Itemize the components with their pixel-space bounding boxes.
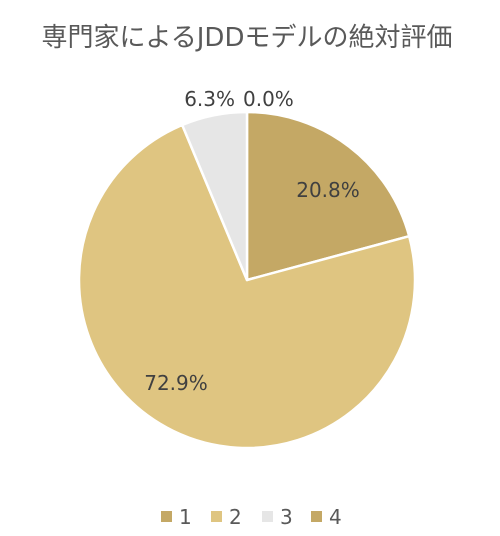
legend-swatch-2 [211, 511, 222, 522]
legend-swatch-3 [262, 511, 273, 522]
legend-label-1: 1 [179, 505, 192, 529]
legend-label-2: 2 [229, 505, 242, 529]
legend-swatch-4 [311, 511, 322, 522]
data-label-3: 6.3% [184, 87, 235, 111]
data-label-4: 0.0% [243, 87, 294, 111]
data-labels: 20.8% 72.9% 6.3% 0.0% [144, 87, 360, 395]
legend-swatch-1 [161, 511, 172, 522]
legend-label-3: 3 [280, 505, 293, 529]
data-label-2: 72.9% [144, 371, 208, 395]
data-label-1: 20.8% [296, 178, 360, 202]
legend: 1 2 3 4 [161, 505, 342, 529]
pie-slice-3 [180, 110, 249, 282]
pie-slices [77, 110, 417, 450]
legend-label-4: 4 [329, 505, 342, 529]
pie-slice-2 [77, 123, 417, 450]
chart-title: 専門家によるJDDモデルの絶対評価 [42, 23, 453, 53]
pie-slice-1 [245, 110, 411, 282]
